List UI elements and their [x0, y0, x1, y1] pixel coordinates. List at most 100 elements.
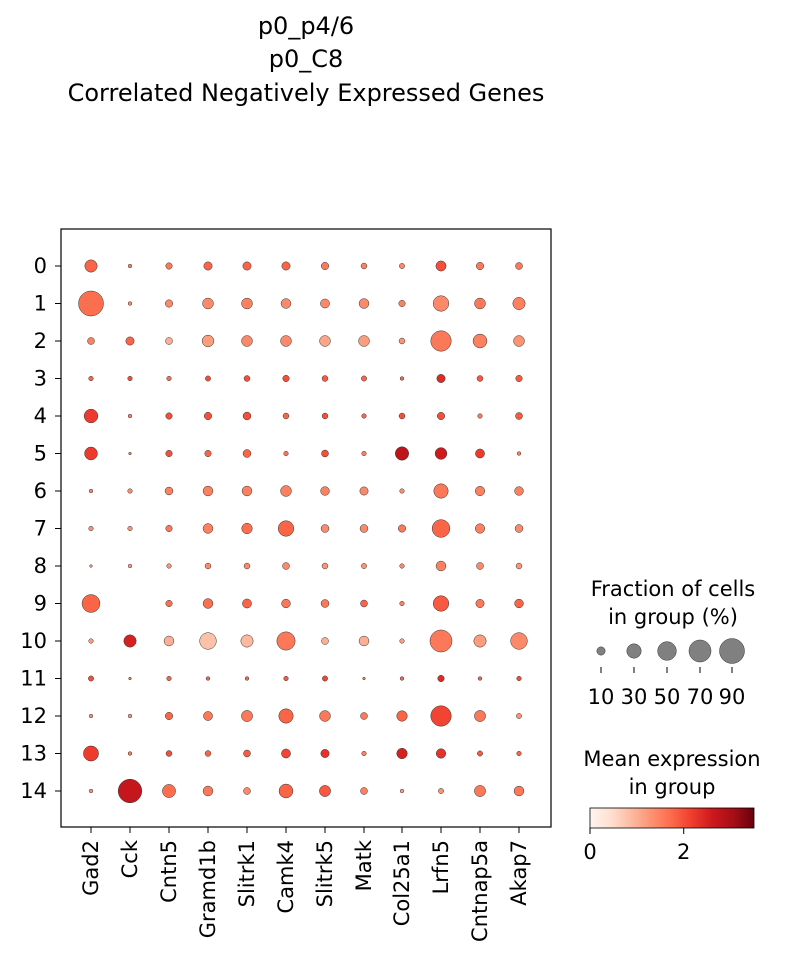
dot-mark: [512, 297, 526, 310]
x-tick-label: Cntnap5a: [468, 840, 492, 942]
dot-mark: [429, 629, 453, 653]
y-tick-label: 0: [34, 254, 47, 278]
dot-grid: [78, 259, 528, 804]
dot-mark: [477, 413, 483, 419]
dot-mark: [78, 290, 104, 317]
dot-mark: [477, 750, 483, 757]
dot-mark: [474, 297, 486, 310]
dot-mark: [84, 259, 98, 273]
dot-mark: [399, 263, 405, 269]
dot-mark: [165, 525, 173, 532]
dot-mark: [282, 375, 290, 382]
dot-mark: [282, 412, 290, 420]
x-tick-label: Cck: [118, 839, 142, 878]
dot-mark: [515, 262, 523, 270]
dot-mark: [360, 712, 368, 720]
dot-mark: [243, 375, 251, 382]
dot-mark: [513, 335, 525, 347]
dot-mark: [201, 334, 215, 348]
dot-mark: [399, 638, 405, 644]
dot-mark: [430, 705, 452, 727]
dot-mark: [435, 560, 447, 572]
dot-mark: [361, 450, 367, 457]
dot-mark: [395, 446, 409, 461]
dot-mark: [436, 374, 446, 383]
y-tick-label: 14: [20, 779, 47, 803]
chart-title-line-1: p0_p4/6: [258, 12, 354, 40]
x-tick-label: Slitrk1: [235, 840, 259, 907]
dot-mark: [204, 562, 212, 570]
chart-title-line-2: p0_C8: [269, 45, 344, 73]
size-legend: Fraction of cells in group (%) 10 30 50 70 9…: [588, 577, 756, 709]
dot-mark: [321, 449, 329, 458]
dot-mark: [358, 335, 370, 347]
dot-mark: [431, 519, 451, 538]
dot-mark: [472, 333, 488, 349]
size-legend-dot: [596, 646, 606, 656]
dot-mark: [280, 485, 292, 497]
dot-mark: [87, 337, 95, 345]
dot-mark: [242, 411, 252, 421]
dot-mark: [321, 562, 329, 570]
dot-mark: [359, 486, 369, 496]
dot-mark: [398, 337, 406, 345]
dot-mark: [280, 298, 292, 309]
dot-mark: [399, 676, 405, 681]
dot-mark: [361, 750, 367, 757]
dot-mark: [476, 262, 484, 270]
dot-mark: [117, 778, 143, 804]
x-axis: Gad2 Cck Cntn5 Gramd1b Slitrk1 Camk4 Slitrk5 Ma…: [79, 827, 531, 942]
dot-mark: [199, 632, 217, 650]
dot-mark: [203, 261, 213, 271]
x-tick-label: Col25a1: [390, 840, 414, 926]
dot-mark: [437, 675, 445, 682]
dot-mark: [241, 710, 253, 722]
dot-mark: [321, 262, 329, 270]
dot-mark: [281, 748, 291, 759]
dot-mark: [477, 676, 483, 681]
size-legend-dot: [719, 638, 745, 664]
dot-mark: [362, 676, 366, 681]
dot-mark: [202, 523, 214, 534]
dot-mark: [205, 676, 211, 681]
dot-mark: [476, 375, 484, 382]
dot-mark: [165, 262, 173, 270]
y-tick-label: 4: [34, 404, 47, 428]
color-legend-title-line-2: in group: [629, 775, 716, 799]
size-legend-label: 70: [687, 685, 714, 709]
dot-mark: [320, 524, 330, 533]
dot-mark: [202, 297, 214, 310]
dot-mark: [516, 713, 522, 719]
dot-mark: [88, 713, 94, 719]
y-tick-label: 2: [34, 329, 47, 353]
dot-mark: [127, 375, 133, 382]
dot-mark: [88, 675, 94, 682]
dot-mark: [241, 335, 253, 347]
x-tick-label: Cntn5: [157, 840, 181, 903]
dot-mark: [396, 747, 408, 760]
dot-mark: [510, 632, 528, 650]
dot-mark: [88, 375, 94, 382]
dot-mark: [277, 520, 295, 537]
dot-mark: [83, 408, 99, 424]
dot-mark: [515, 562, 523, 570]
dot-mark: [433, 483, 449, 499]
dot-mark: [516, 451, 522, 456]
dot-mark: [282, 562, 290, 570]
dot-mark: [88, 638, 94, 644]
dot-mark: [204, 412, 212, 420]
dot-mark: [127, 751, 133, 756]
dot-mark: [475, 448, 485, 459]
dot-mark: [203, 711, 213, 721]
dot-mark: [516, 675, 522, 682]
dot-mark: [84, 446, 98, 461]
dot-mark: [515, 375, 523, 382]
dot-mark: [127, 563, 133, 569]
x-tick-label: Lrfn5: [429, 840, 453, 894]
size-legend-marks: 10 30 50 70 90: [588, 638, 745, 709]
dot-mark: [243, 787, 251, 795]
dot-mark: [281, 598, 291, 609]
size-legend-label: 50: [654, 685, 681, 709]
